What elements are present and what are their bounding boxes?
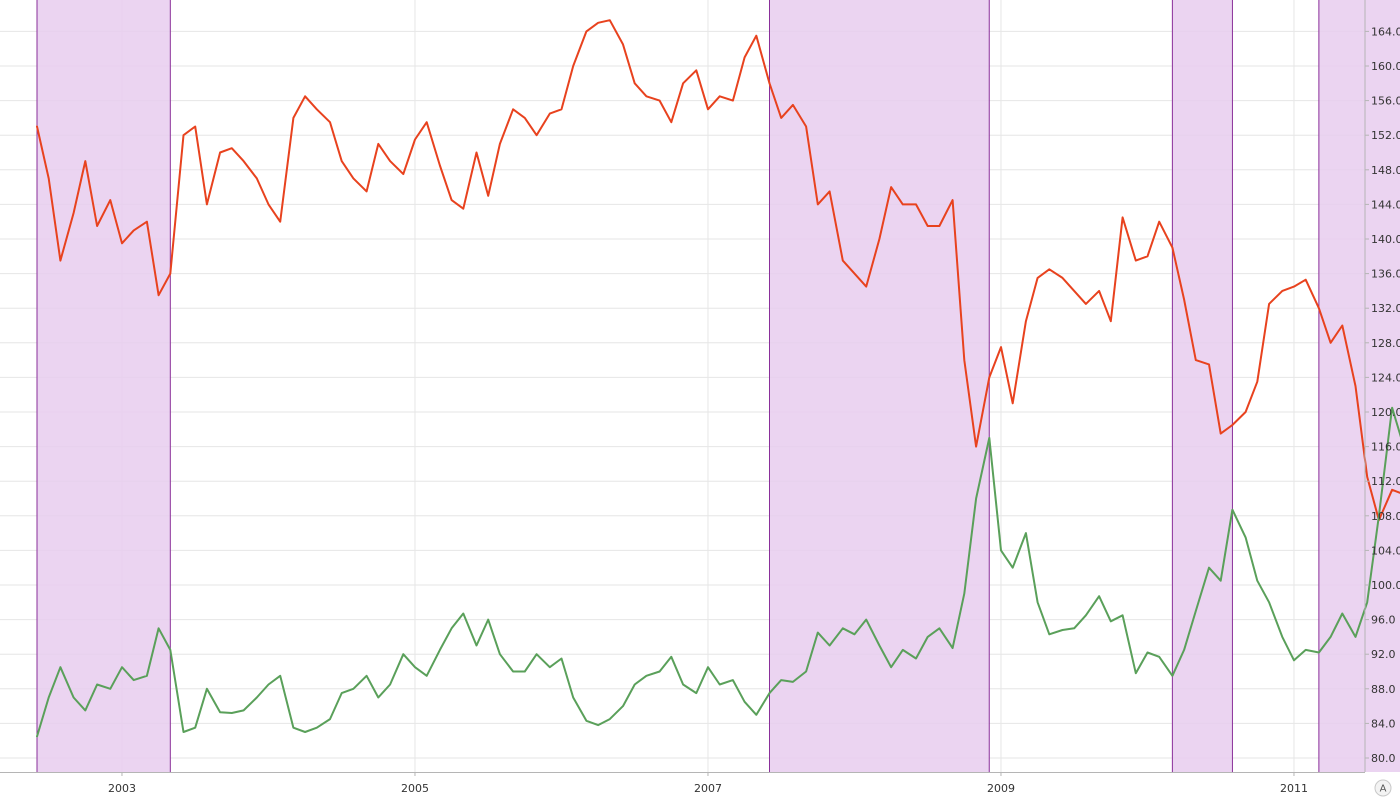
y-tick-label: 88.0 [1371,683,1396,696]
y-tick-label: 100.0 [1371,579,1400,592]
y-tick-labels: 80.0 84.0 88.0 92.0 96.0 100.0 104.0 108.0 112.0… [1365,25,1400,765]
shaded-period-3 [1172,0,1233,772]
y-tick-label: 84.0 [1371,717,1396,730]
y-tick-label: 140.0 [1371,233,1400,246]
y-tick-label: 148.0 [1371,164,1400,177]
series-lines [36,19,1400,738]
y-tick-label: 120.0 [1371,406,1400,419]
y-tick-label: 152.0 [1371,129,1400,142]
y-tick-label: 124.0 [1371,371,1400,384]
y-tick-label: 108.0 [1371,510,1400,523]
y-tick-label: 144.0 [1371,198,1400,211]
y-tick-label: 160.0 [1371,60,1400,73]
y-tick-label: 164.0 [1371,25,1400,38]
x-tick-labels: 200320052007200920112013201520172019 [108,772,1308,795]
x-tick-label: 2011 [1280,782,1308,795]
y-tick-label: 96.0 [1371,614,1396,627]
y-tick-label: 128.0 [1371,337,1400,350]
x-tick-label: 2009 [987,782,1015,795]
x-tick-label: 2005 [401,782,429,795]
x-tick-label: 2007 [694,782,722,795]
series-line-2 [36,406,1400,738]
y-tick-label: 112.0 [1371,475,1400,488]
y-tick-label: 116.0 [1371,441,1400,454]
auto-scale-badge-circle[interactable] [1374,779,1392,797]
auto-scale-badge-label[interactable]: A [1380,784,1387,795]
y-tick-label: 132.0 [1371,302,1400,315]
shaded-period-2 [769,0,990,772]
auto-scale-badge[interactable]: A [1374,779,1392,797]
series-line-1 [36,19,1400,522]
y-tick-label: 80.0 [1371,752,1396,765]
y-tick-label: 156.0 [1371,95,1400,108]
shaded-period-1 [37,0,171,772]
y-tick-label: 136.0 [1371,268,1400,281]
shaded-periods [36,0,1400,772]
axes [0,0,1366,773]
y-tick-label: 104.0 [1371,544,1400,557]
shaded-period-4 [1318,0,1400,772]
y-tick-label: 92.0 [1371,648,1396,661]
grid [0,0,1365,772]
x-tick-label: 2003 [108,782,136,795]
